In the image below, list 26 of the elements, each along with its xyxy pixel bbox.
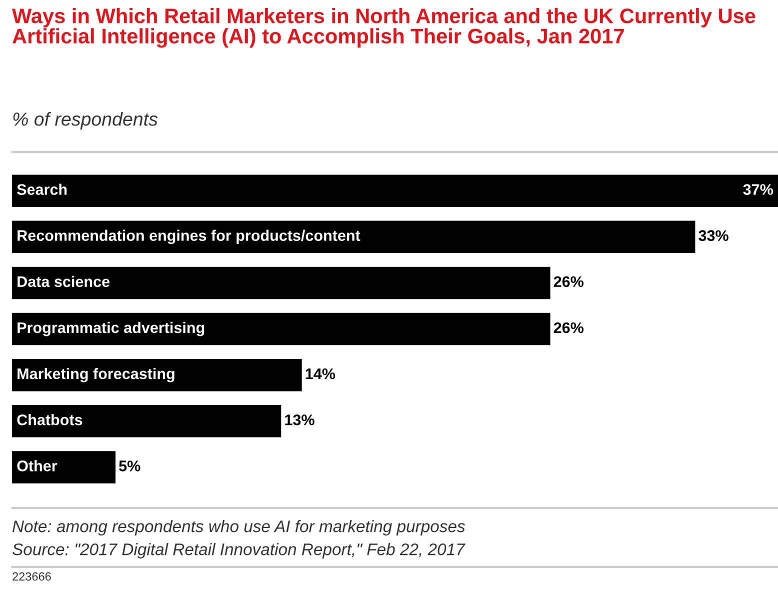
data-label: 13% [285, 414, 314, 426]
chart-title: Ways in Which Retail Marketers in North America and the UK Currently Use Artificial Intelligence (AI) to Accomplish Their Goals, Jan 2017 [12, 8, 756, 48]
y-tick-label: Programmatic advertising [18, 322, 204, 336]
data-label: 26% [554, 322, 584, 334]
text: 223666 [12, 572, 51, 581]
bar [12, 220, 696, 254]
data-label: 5% [119, 460, 140, 472]
bar [12, 405, 282, 438]
bar [12, 451, 116, 484]
y-tick-label: Search [17, 184, 67, 195]
data-label: 14% [306, 368, 336, 380]
y-tick-label: Recommendation engines for products/content [18, 230, 360, 244]
data-label: 26% [554, 276, 584, 288]
text: Note: among respondents who use AI for marketing purposes [12, 520, 465, 536]
y-tick-label: Data science [18, 276, 110, 288]
y-tick-label: Other [17, 460, 58, 472]
bar [12, 312, 550, 346]
bar [12, 174, 778, 207]
bar [12, 358, 302, 392]
data-label: 37% [743, 184, 773, 195]
bar [12, 266, 550, 300]
y-tick-label: Marketing forecasting [18, 368, 174, 382]
data-label: 33% [698, 230, 728, 242]
source-note: Source: "2017 Digital Retail Innovation Report," Feb 22, 2017 [12, 543, 466, 559]
y-tick-label: Chatbots [17, 414, 82, 426]
chart-subtitle: % of respondents [13, 112, 158, 130]
